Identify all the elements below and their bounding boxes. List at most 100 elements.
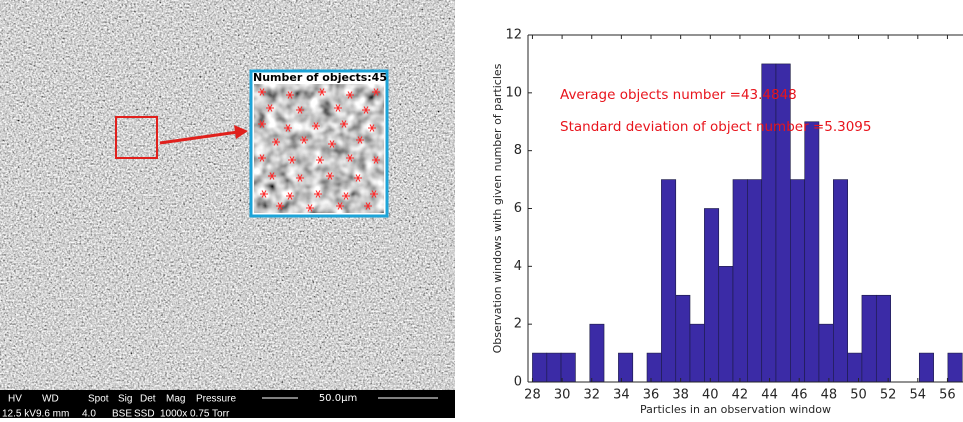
marker-stroke [373,88,379,96]
y-tick-label: 2 [514,317,522,332]
marker-stroke [259,120,265,128]
x-tick-label: 44 [761,388,778,403]
arrow-head [234,125,248,139]
x-tick-label: 42 [732,388,749,403]
marker-stroke [365,202,371,210]
marker-stroke [357,136,363,144]
marker-stroke [371,190,377,198]
y-tick-label: 0 [514,375,522,390]
marker-stroke [269,172,275,180]
marker-stroke [347,91,353,99]
marker-stroke [261,190,267,198]
marker-stroke [363,106,369,114]
bar [918,352,934,383]
x-tick-label: 50 [850,388,867,403]
marker-stroke [287,192,293,200]
marker-stroke [289,156,295,164]
bar [689,323,705,383]
marker-stroke [369,124,375,132]
marker-stroke [297,174,303,182]
marker-stroke [373,156,379,164]
bar [818,323,834,383]
scale-label: 50.0µm [319,393,357,404]
info-value: 1000x [160,409,187,418]
info-header: Det [140,394,156,405]
y-axis-label: Observation windows with given number of… [491,63,504,353]
bar [546,352,562,383]
x-tick-label: 28 [524,388,541,403]
y-tick-label: 10 [505,85,522,100]
marker-stroke [335,104,341,112]
y-tick-label: 8 [514,143,522,158]
bar [804,121,820,383]
bar [875,294,891,383]
info-value: BSE [112,409,132,418]
annotation: Average objects number =43.4848 [560,87,797,103]
x-tick-label: 30 [554,388,571,403]
bar [747,179,763,383]
x-axis-label: Particles in an observation window [640,403,831,416]
x-tick-label: 40 [702,388,719,403]
bar [732,179,748,383]
info-value: 4.0 [82,409,96,418]
marker-stroke [347,154,353,162]
info-bar [0,390,455,418]
marker-stroke [267,104,273,112]
y-tick-label: 6 [514,201,522,216]
marker-stroke [307,204,313,212]
bar [761,63,777,383]
bar [532,352,548,383]
marker-stroke [287,91,293,99]
x-tick-label: 38 [672,388,689,403]
bar [661,179,677,383]
info-header: WD [42,394,59,405]
marker-stroke [317,156,323,164]
bar [704,208,720,383]
marker-stroke [273,138,279,146]
marker-stroke [327,172,333,180]
bar [618,352,634,383]
info-value: 0.75 Torr [190,409,230,418]
marker-stroke [341,120,347,128]
bar [847,352,863,383]
marker-stroke [315,190,321,198]
marker-stroke [277,202,283,210]
bar [790,179,806,383]
bar [675,294,691,383]
marker-stroke [355,174,361,182]
info-header: Mag [166,394,185,405]
x-tick-label: 36 [643,388,660,403]
annotation: Standard deviation of object number =5.3… [560,119,871,135]
marker-stroke [343,192,349,200]
selection-box [115,116,158,159]
inset-title: Number of objects:45 [253,71,387,84]
y-tick-label: 12 [505,28,522,43]
x-tick-label: 32 [583,388,600,403]
x-tick-label: 52 [880,388,897,403]
bar [560,352,576,383]
marker-stroke [319,88,325,96]
x-tick-label: 56 [939,388,956,403]
info-header: Spot [88,394,109,405]
info-value: 12.5 kV [2,409,36,418]
marker-stroke [337,202,343,210]
bar [947,352,963,383]
x-tick-label: 54 [910,388,927,403]
bar [718,266,734,383]
scale-label-bg [298,392,378,404]
bar [589,323,605,383]
bar [646,352,662,383]
sem-image: Number of objects:45 50.0µm [0,0,455,418]
inset-markers [258,88,380,212]
x-tick-label: 46 [791,388,808,403]
marker-stroke [301,136,307,144]
info-value: SSD [134,409,155,418]
marker-stroke [285,124,291,132]
marker-stroke [259,88,265,96]
y-tick-label: 4 [514,259,522,274]
bar [775,63,791,383]
x-tick-label: 34 [613,388,630,403]
marker-stroke [259,154,265,162]
